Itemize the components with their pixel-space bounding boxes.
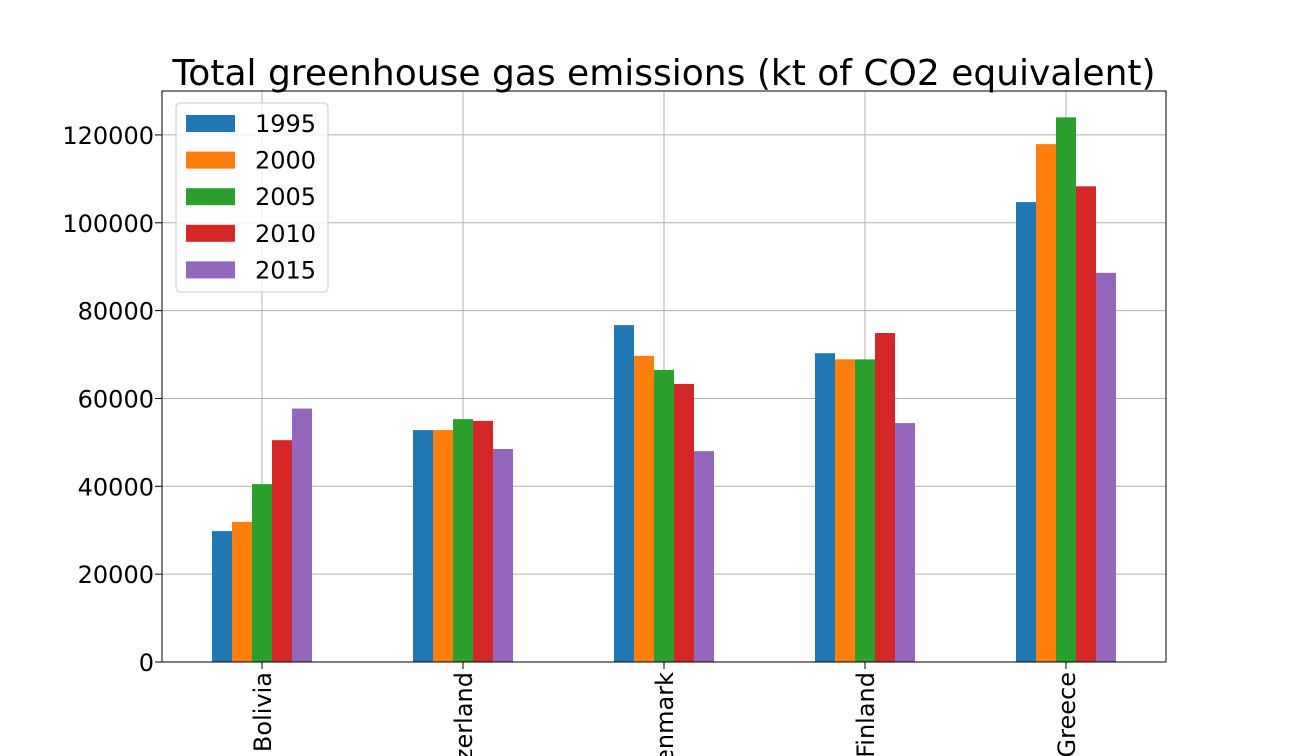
bar-2010-greece xyxy=(1076,186,1096,662)
x-tick-label: Bolivia xyxy=(249,672,277,752)
legend-box xyxy=(175,102,329,293)
y-tick-label: 20000 xyxy=(78,561,154,589)
y-tick-label: 40000 xyxy=(78,473,154,501)
bar-2005-greece xyxy=(1056,117,1076,663)
bar-2000-greece xyxy=(1036,144,1056,663)
y-tick-label: 60000 xyxy=(78,385,154,413)
x-tick-label: enmark xyxy=(651,672,679,756)
bar-2005-denmark xyxy=(654,369,674,662)
bar-2015-bolivia xyxy=(292,408,312,662)
bar-2015-denmark xyxy=(694,451,714,662)
legend-swatch xyxy=(186,151,235,169)
bars xyxy=(212,117,1116,663)
x-tick-label: Finland xyxy=(852,672,880,756)
x-tick-label: zerland xyxy=(450,672,478,756)
legend-swatch xyxy=(186,261,235,279)
y-axis: 0 20000 40000 60000 80000 100000 120000 xyxy=(62,122,162,677)
bar-1995-greece xyxy=(1016,202,1036,663)
bar-2010-finland xyxy=(875,333,895,662)
legend-swatch xyxy=(186,115,235,132)
legend-label: 2010 xyxy=(255,220,316,248)
bar-2015-switzerland xyxy=(493,448,513,662)
bar-2000-bolivia xyxy=(232,521,252,662)
legend-swatch xyxy=(186,188,235,206)
legend-label: 2005 xyxy=(255,183,316,211)
bar-2010-bolivia xyxy=(272,440,292,662)
bar-1995-bolivia xyxy=(212,531,232,662)
y-tick-label: 80000 xyxy=(78,298,154,326)
x-tick-label: Greece xyxy=(1053,672,1081,756)
bar-2010-switzerland xyxy=(473,420,493,662)
bar-2015-finland xyxy=(895,423,915,662)
bar-2000-switzerland xyxy=(433,430,453,662)
legend: 1995 2000 2005 2010 2015 xyxy=(175,102,329,293)
y-tick-label: 0 xyxy=(139,649,154,677)
bar-2005-finland xyxy=(855,359,875,662)
bar-2000-finland xyxy=(835,359,855,662)
x-axis: Bolivia zerland enmark Finland Greece xyxy=(249,662,1081,756)
bar-2010-denmark xyxy=(674,383,694,662)
legend-label: 2000 xyxy=(255,147,316,175)
bar-2005-bolivia xyxy=(252,484,272,662)
bar-1995-denmark xyxy=(614,325,634,662)
bar-2000-denmark xyxy=(634,355,654,662)
y-tick-label: 100000 xyxy=(62,210,154,238)
bar-1995-switzerland xyxy=(413,430,433,662)
legend-label: 2015 xyxy=(255,256,316,284)
bar-2015-greece xyxy=(1096,272,1116,662)
legend-label: 1995 xyxy=(255,110,316,138)
y-tick-label: 120000 xyxy=(62,122,154,150)
bar-2005-switzerland xyxy=(453,419,473,662)
chart-title: Total greenhouse gas emissions (kt of CO… xyxy=(171,53,1155,94)
bar-1995-finland xyxy=(815,353,835,662)
legend-swatch xyxy=(186,224,235,242)
